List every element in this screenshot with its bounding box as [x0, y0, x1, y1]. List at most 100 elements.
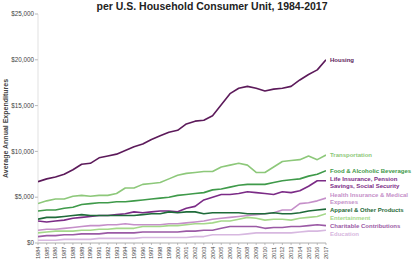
legend-label: Food & Alcoholic Beverages: [330, 168, 412, 174]
legend-label-line: Entertainment: [330, 215, 370, 221]
x-tick: [195, 243, 196, 245]
x-tick: [38, 243, 39, 245]
x-axis: [38, 243, 326, 244]
y-tick: [35, 243, 38, 244]
x-tick-label: 2007: [236, 247, 242, 259]
x-tick: [116, 243, 117, 245]
x-tick-label: 1994: [122, 247, 128, 259]
x-tick: [99, 243, 100, 245]
legend-label-line: Health Insurance & Medical: [330, 192, 408, 198]
x-tick: [273, 243, 274, 245]
y-tick-label: $20,000: [11, 56, 34, 63]
x-tick-label: 1984: [35, 247, 41, 259]
x-tick: [142, 243, 143, 245]
y-axis: [38, 14, 39, 243]
legend-label: Education: [330, 231, 359, 237]
series-line: [38, 230, 326, 240]
x-tick-label: 2013: [288, 247, 294, 259]
legend-label: Transportation: [330, 152, 372, 158]
x-tick-label: 1988: [70, 247, 76, 259]
x-tick-label: 1986: [52, 247, 58, 259]
series-line: [38, 155, 326, 204]
y-tick-label: $5,000: [15, 193, 35, 200]
legend-label: Life Insurance, PensionSavings, Social S…: [330, 176, 400, 189]
legend-label-line: Life Insurance, Pension: [330, 176, 398, 182]
x-tick-label: 1995: [131, 247, 137, 259]
x-tick: [107, 243, 108, 245]
x-tick-label: 1992: [105, 247, 111, 259]
x-tick: [72, 243, 73, 245]
series-line: [38, 209, 326, 219]
x-tick-label: 2012: [279, 247, 285, 259]
series-line: [38, 181, 326, 222]
x-tick: [326, 243, 327, 245]
x-tick-label: 1997: [148, 247, 154, 259]
x-tick-label: 1985: [44, 247, 50, 259]
x-tick: [168, 243, 169, 245]
x-tick-label: 2017: [323, 247, 329, 259]
y-axis-label: Average Annual Expenditures: [2, 79, 10, 178]
x-tick-label: 2006: [227, 247, 233, 259]
x-tick: [308, 243, 309, 245]
x-tick: [230, 243, 231, 245]
x-tick: [64, 243, 65, 245]
legend-label-line: Charitable Contributions: [330, 223, 401, 229]
legend-label: Apparel & Other Products: [330, 207, 404, 213]
x-tick-label: 2015: [306, 247, 312, 259]
x-tick: [177, 243, 178, 245]
legend-label-line: Housing: [330, 57, 354, 63]
title: per U.S. Household Consumer Unit, 1984-2…: [96, 0, 327, 12]
legend-label-line: Transportation: [330, 152, 372, 158]
series-line: [38, 225, 326, 237]
y-tick-label: $25,000: [11, 10, 34, 17]
x-tick-label: 2010: [262, 247, 268, 259]
series-line: [38, 60, 326, 182]
x-tick: [90, 243, 91, 245]
x-tick: [125, 243, 126, 245]
x-tick-label: 1989: [79, 247, 85, 259]
legend-label-line: Expenses: [330, 199, 359, 205]
x-tick: [160, 243, 161, 245]
x-tick-label: 1991: [96, 247, 102, 259]
legend-label-line: Savings, Social Security: [330, 183, 400, 189]
x-tick: [46, 243, 47, 245]
y-tick-label: $10,000: [11, 148, 34, 155]
x-tick: [221, 243, 222, 245]
x-tick-label: 2004: [210, 247, 216, 259]
x-tick-label: 1990: [87, 247, 93, 259]
x-tick: [134, 243, 135, 245]
legend-label: Entertainment: [330, 215, 370, 221]
x-tick-label: 2009: [253, 247, 259, 259]
x-tick-label: 2011: [271, 247, 277, 259]
x-tick-label: 2005: [218, 247, 224, 259]
x-tick-label: 1993: [114, 247, 120, 259]
x-tick-label: 2001: [183, 247, 189, 259]
x-tick-label: 2008: [244, 247, 250, 259]
y-tick: [35, 14, 38, 15]
legend-label-line: Apparel & Other Products: [330, 207, 404, 213]
x-tick-label: 2003: [201, 247, 207, 259]
y-tick: [35, 105, 38, 106]
x-tick-label: 2002: [192, 247, 198, 259]
y-tick: [35, 59, 38, 60]
chart: per U.S. Household Consumer Unit, 1984-2…: [0, 0, 415, 260]
x-tick: [81, 243, 82, 245]
y-tick-label: $0: [27, 239, 35, 246]
x-tick: [282, 243, 283, 245]
series-line: [38, 214, 326, 233]
x-tick: [238, 243, 239, 245]
x-tick: [186, 243, 187, 245]
x-tick-label: 1998: [157, 247, 163, 259]
x-tick: [247, 243, 248, 245]
x-tick-label: 2016: [314, 247, 320, 259]
y-tick: [35, 197, 38, 198]
x-tick: [212, 243, 213, 245]
x-tick: [299, 243, 300, 245]
x-tick: [55, 243, 56, 245]
plot-lines: [38, 60, 326, 240]
x-tick-label: 1996: [140, 247, 146, 259]
y-tick: [35, 151, 38, 152]
x-tick-label: 1987: [61, 247, 67, 259]
x-tick-label: 1999: [166, 247, 172, 259]
x-tick: [291, 243, 292, 245]
